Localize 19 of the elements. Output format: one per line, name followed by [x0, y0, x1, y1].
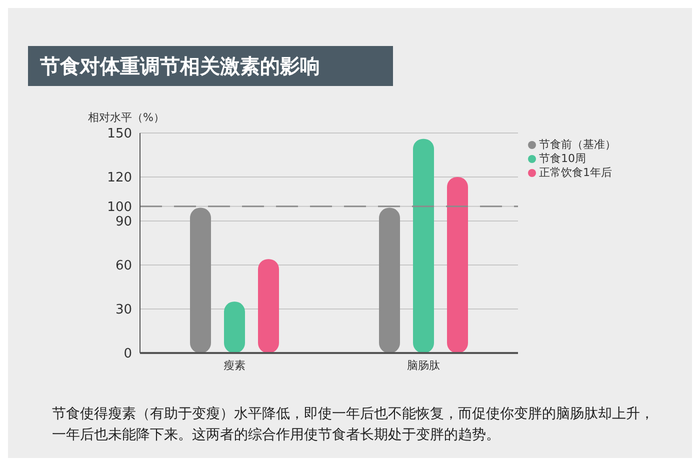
y-tick-label: 30: [115, 302, 132, 318]
y-axis-title: 相对水平（%）: [88, 110, 164, 125]
y-tick-label: 100: [107, 200, 132, 215]
y-tick-label: 90: [115, 214, 132, 230]
bar: [258, 259, 279, 353]
legend-label: 正常饮食1年后: [539, 166, 612, 180]
y-tick-label: 60: [115, 258, 132, 274]
x-tick-label: 瘦素: [224, 358, 246, 372]
bar: [447, 177, 468, 353]
legend-label: 节食10周: [539, 152, 586, 166]
bar: [190, 208, 211, 353]
text: 节食使得瘦素（有助于变瘦）水平降低，即使一年后也不能恢复，而促使你变胖的脑肠肽却上升，一年后也未能降下来。这两者的综合作用使节食者长期处于变胖的趋势。: [52, 405, 655, 445]
y-tick-label: 120: [107, 170, 132, 186]
legend-label: 节食前（基准）: [539, 138, 616, 152]
chart-title: 节食对体重调节相关激素的影响: [28, 46, 393, 86]
x-tick-label: 脑肠肽: [407, 358, 440, 372]
bar: [413, 138, 434, 353]
y-tick-label: 0: [124, 346, 132, 362]
y-tick-label: 150: [107, 126, 132, 142]
